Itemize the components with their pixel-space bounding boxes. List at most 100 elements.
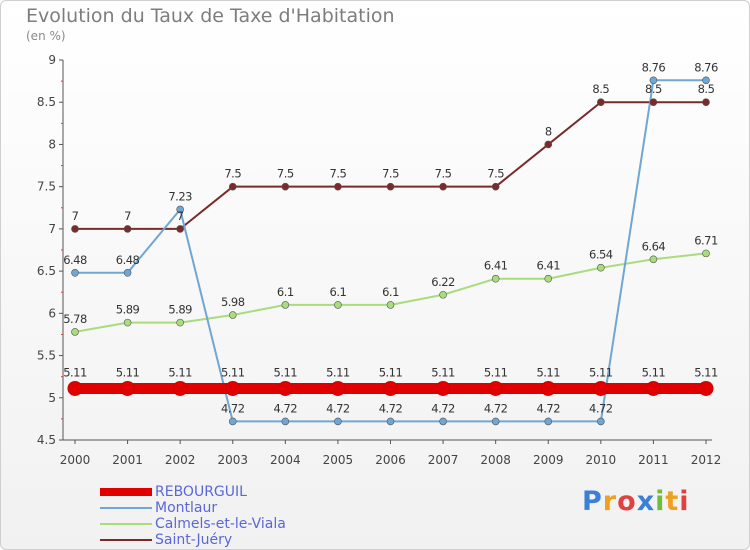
- data-point-0-0: [67, 380, 83, 396]
- data-point-1-12: [702, 76, 710, 85]
- data-label-0-4: 5.11: [274, 365, 298, 379]
- y-tick-label: 6: [48, 306, 56, 320]
- data-point-0-12: [698, 380, 714, 396]
- legend-swatch-saint-juery: [100, 539, 152, 541]
- proxiti-logo: Proxiti: [582, 486, 690, 517]
- data-point-2-2: [176, 318, 184, 327]
- data-point-0-8: [488, 380, 504, 396]
- data-point-0-3: [225, 380, 241, 396]
- x-tick-label: 2012: [691, 453, 722, 467]
- data-point-3-8: [491, 182, 500, 191]
- x-tick-label: 2011: [638, 453, 669, 467]
- data-label-2-9: 6.41: [536, 259, 560, 273]
- data-label-1-12: 8.76: [694, 60, 718, 74]
- data-point-2-4: [281, 301, 290, 309]
- data-label-2-2: 5.89: [168, 303, 192, 317]
- data-label-2-4: 6.1: [277, 285, 294, 299]
- data-point-3-12: [702, 98, 710, 107]
- data-label-0-11: 5.11: [642, 365, 666, 379]
- data-point-0-5: [330, 380, 346, 396]
- data-point-3-0: [71, 225, 79, 233]
- x-tick-label: 2000: [60, 453, 91, 467]
- series-line-3: [75, 101, 706, 230]
- data-point-2-1: [123, 318, 132, 327]
- data-point-1-4: [281, 417, 290, 426]
- chart-subtitle: (en %): [26, 29, 66, 43]
- data-point-3-2: [176, 225, 184, 233]
- data-point-3-10: [597, 98, 605, 107]
- data-point-2-10: [597, 263, 605, 272]
- data-label-0-5: 5.11: [326, 365, 350, 379]
- data-point-0-10: [593, 380, 609, 396]
- data-label-1-9: 4.72: [536, 401, 560, 415]
- data-label-2-12: 6.71: [694, 233, 718, 247]
- x-tick-label: 2005: [323, 453, 354, 467]
- data-point-1-1: [123, 268, 132, 277]
- data-point-1-2: [176, 205, 184, 214]
- data-label-0-9: 5.11: [536, 365, 560, 379]
- data-label-3-2: 7: [177, 209, 184, 223]
- data-label-1-1: 6.48: [116, 253, 140, 267]
- data-point-3-3: [228, 182, 237, 191]
- chart-title: Evolution du Taux de Taxe d'Habitation: [26, 5, 395, 27]
- data-point-3-4: [281, 182, 290, 191]
- data-label-3-12: 8.5: [698, 82, 715, 96]
- y-tick-label: 5: [48, 391, 56, 405]
- data-label-0-1: 5.11: [116, 365, 140, 379]
- data-point-0-11: [645, 380, 661, 396]
- data-point-2-8: [491, 274, 500, 283]
- x-tick-label: 2008: [480, 453, 511, 467]
- data-label-3-1: 7: [124, 209, 131, 223]
- data-label-1-5: 4.72: [326, 401, 350, 415]
- y-tick-label: 7: [48, 222, 56, 236]
- logo-letter: P: [582, 486, 603, 517]
- data-label-1-4: 4.72: [274, 401, 298, 415]
- legend-label-rebourguil: REBOURGUIL: [155, 484, 247, 500]
- data-label-1-11: 8.76: [642, 60, 666, 74]
- data-label-1-2: 7.23: [168, 189, 192, 203]
- data-point-3-11: [649, 98, 658, 107]
- data-label-3-9: 8: [545, 124, 552, 138]
- logo-letter: t: [665, 486, 680, 517]
- y-tick-label: 4.5: [37, 433, 56, 447]
- data-label-0-12: 5.11: [694, 365, 718, 379]
- x-tick-label: 2002: [165, 453, 196, 467]
- data-label-1-8: 4.72: [484, 401, 508, 415]
- x-tick-label: 2007: [428, 453, 459, 467]
- y-tick-label: 8.5: [37, 95, 56, 109]
- data-label-3-8: 7.5: [487, 167, 504, 181]
- data-label-3-3: 7.5: [224, 167, 241, 181]
- chart-axes: 4.5 5 5.5 6 6.5 7 7.5 8 8.5 9 2000 2001 2002 2003 2004…: [37, 53, 721, 467]
- data-label-0-0: 5.11: [63, 365, 87, 379]
- data-point-1-3: [228, 417, 237, 426]
- series-data-labels: 7 7 7 7.5 7.5 7.5 7.5 7.5 7.5 8 8.5 8.5 8.5 5.78 5.89 5…: [63, 60, 718, 415]
- legend-swatch-calmels: [100, 523, 152, 525]
- data-label-2-1: 5.89: [116, 303, 140, 317]
- data-label-0-6: 5.11: [379, 365, 403, 379]
- x-tick-label: 2003: [217, 453, 248, 467]
- data-label-3-5: 7.5: [330, 167, 347, 181]
- data-point-3-5: [334, 182, 342, 191]
- data-point-0-7: [435, 380, 451, 396]
- data-label-2-3: 5.98: [221, 295, 245, 309]
- x-tick-label: 2009: [533, 453, 564, 467]
- data-label-1-0: 6.48: [63, 253, 87, 267]
- data-point-2-0: [71, 328, 79, 336]
- data-label-3-0: 7: [72, 209, 79, 223]
- series-points: [67, 76, 714, 426]
- data-label-3-11: 8.5: [645, 82, 662, 96]
- logo-letter: o: [617, 486, 637, 517]
- data-point-1-0: [71, 268, 79, 277]
- data-point-2-9: [544, 274, 553, 283]
- data-point-1-8: [491, 417, 500, 426]
- y-tick-label: 5.5: [37, 349, 56, 363]
- data-label-0-3: 5.11: [221, 365, 245, 379]
- logo-letter: i: [655, 486, 666, 517]
- data-label-2-10: 6.54: [589, 248, 613, 262]
- data-point-0-4: [277, 380, 293, 396]
- data-point-1-6: [386, 417, 395, 426]
- data-point-2-11: [649, 255, 658, 264]
- x-tick-label: 2004: [270, 453, 301, 467]
- data-point-1-10: [597, 417, 605, 426]
- data-point-0-6: [383, 380, 398, 396]
